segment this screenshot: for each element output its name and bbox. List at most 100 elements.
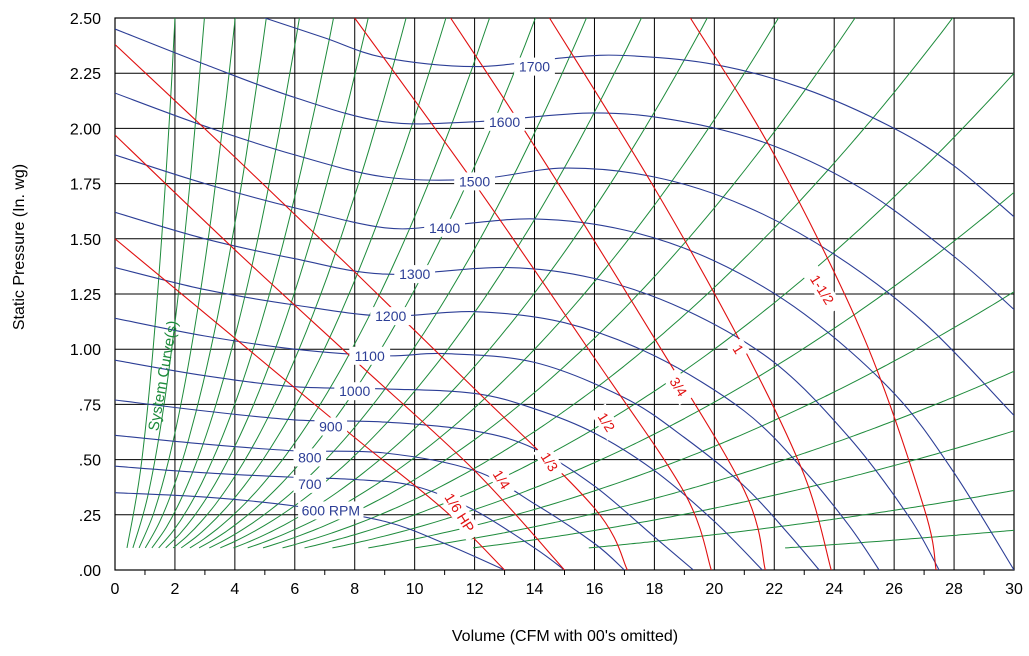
rpm-label-text: 1200 <box>375 308 406 324</box>
rpm-label-bg <box>454 172 495 191</box>
system-curve <box>138 18 236 549</box>
x-tick-label: 18 <box>646 581 664 598</box>
curve-labels: 600 RPM 700 800 900 1000 1100 1200 1300 1400 1500… <box>145 57 843 542</box>
rpm-label: 600 RPM <box>298 501 364 520</box>
hp-curve <box>689 18 937 570</box>
hp-label-bg <box>726 337 751 361</box>
rpm-label-bg <box>394 265 436 284</box>
rpm-curve <box>115 154 1014 570</box>
axis-ticks: 0 2 4 6 8 10 12 14 16 18 20 22 24 26 28 30.00.25.50.751… <box>70 11 1023 598</box>
rpm-label-text: 1100 <box>355 348 385 364</box>
x-tick-label: 24 <box>825 581 843 598</box>
hp-label: 3/4 <box>662 368 695 406</box>
hp-label-bg <box>801 264 843 316</box>
rpm-curve <box>115 92 1014 416</box>
hp-label-bg <box>590 403 623 441</box>
rpm-label: 800 <box>293 448 327 467</box>
rpm-label-bg <box>293 474 327 493</box>
hp-curve <box>450 18 766 570</box>
system-curve <box>262 18 856 549</box>
rpm-curve <box>264 18 1014 218</box>
rpm-label-text: 1700 <box>519 59 550 75</box>
y-tick-label: .75 <box>79 397 101 414</box>
system-curve <box>332 192 1014 549</box>
rpm-curve <box>115 465 565 570</box>
hp-label-bg <box>533 443 566 481</box>
system-curve <box>165 18 369 549</box>
rpm-label-bg <box>514 57 555 76</box>
y-tick-label: 2.50 <box>70 11 101 28</box>
rpm-label: 1600 <box>484 112 525 131</box>
hp-label-bg <box>485 460 518 499</box>
x-tick-label: 4 <box>230 581 239 598</box>
rpm-label: 900 <box>314 417 348 436</box>
y-tick-label: .25 <box>79 508 101 525</box>
system-curve <box>282 18 954 549</box>
system-curve <box>132 18 205 549</box>
rpm-label-text: 1500 <box>459 173 490 189</box>
x-tick-label: 6 <box>290 581 299 598</box>
rpm-curve <box>115 317 820 570</box>
rpm-label-text: 1400 <box>429 220 460 236</box>
rpm-label-bg <box>314 417 348 436</box>
rpm-label-bg <box>424 218 465 237</box>
rpm-label: 1100 <box>349 346 391 365</box>
hp-curve <box>549 18 832 570</box>
system-curve <box>144 18 267 549</box>
rpm-curve <box>115 266 880 570</box>
x-tick-label: 30 <box>1005 581 1023 598</box>
rpm-label-text: 800 <box>298 449 322 465</box>
rpm-curve <box>115 434 625 570</box>
rpm-curve <box>115 359 763 570</box>
rpm-label: 1700 <box>514 57 555 76</box>
rpm-label-bg <box>334 382 376 401</box>
rpm-label-bg <box>293 448 327 467</box>
system-curve <box>785 529 1014 549</box>
hp-label: 1 <box>726 337 751 361</box>
rpm-label-bg <box>370 307 412 326</box>
y-tick-label: 1.50 <box>70 232 101 249</box>
rpm-label: 1000 <box>334 382 376 401</box>
rpm-label-text: 900 <box>319 419 343 435</box>
x-tick-label: 22 <box>765 581 783 598</box>
y-tick-label: 1.25 <box>70 287 101 304</box>
x-tick-label: 2 <box>170 581 179 598</box>
rpm-curves <box>115 18 1014 570</box>
rpm-label-bg <box>349 346 391 365</box>
x-tick-label: 0 <box>111 581 120 598</box>
hp-label: 1/2 <box>590 403 623 441</box>
rpm-label: 1500 <box>454 172 495 191</box>
y-tick-label: 2.25 <box>70 66 101 83</box>
x-axis-title: Volume (CFM with 00's omitted) <box>452 628 678 645</box>
hp-label: 1/4 <box>485 460 518 499</box>
y-tick-label: .50 <box>79 453 101 470</box>
x-tick-label: 26 <box>885 581 903 598</box>
system-curve <box>473 430 1014 549</box>
y-tick-label: 2.00 <box>70 121 101 138</box>
hp-label-bg <box>662 368 695 406</box>
hp-label: 1/3 <box>533 443 566 481</box>
rpm-label-text: 700 <box>298 476 322 492</box>
system-curve <box>151 18 300 549</box>
y-tick-label: .00 <box>79 563 101 580</box>
y-tick-label: 1.75 <box>70 177 101 194</box>
rpm-curve <box>115 399 694 570</box>
y-axis-title: Static Pressure (In. wg) <box>11 164 28 330</box>
system-curve <box>220 18 643 549</box>
x-tick-label: 12 <box>466 581 484 598</box>
x-tick-label: 16 <box>586 581 604 598</box>
rpm-label: 700 <box>293 474 327 493</box>
system-curve <box>304 72 1014 549</box>
system-curve <box>180 18 447 549</box>
system-curve <box>414 370 1014 549</box>
y-tick-label: 1.00 <box>70 342 101 359</box>
x-tick-label: 28 <box>945 581 963 598</box>
system-curve <box>209 18 587 549</box>
rpm-label-bg <box>298 501 364 520</box>
rpm-label: 1400 <box>424 218 465 237</box>
rpm-label-text: 1300 <box>399 266 430 282</box>
x-tick-label: 20 <box>705 581 723 598</box>
x-tick-label: 14 <box>526 581 544 598</box>
rpm-label-bg <box>484 112 525 131</box>
